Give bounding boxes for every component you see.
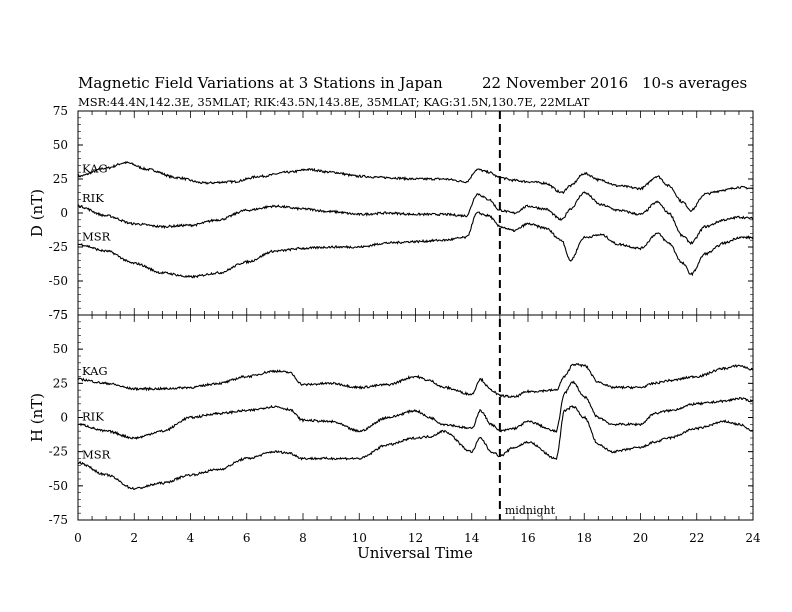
y-tick-label: 75	[53, 104, 68, 118]
series-label-kag: KAG	[82, 161, 108, 175]
series-line-kag	[77, 362, 754, 398]
y-tick-label: -75	[49, 308, 68, 322]
x-tick-label: 10	[352, 531, 367, 545]
x-axis-ticks: 0 2 4 6 8 10 12 14 16 18 20 22 24	[74, 531, 761, 545]
y-tick-label: 50	[53, 138, 68, 152]
series-label-kag: KAG	[82, 364, 108, 378]
series-line-rik	[77, 380, 754, 440]
y-tick-label: 0	[60, 206, 68, 220]
x-tick-label: 20	[633, 531, 648, 545]
y-tick-label: -50	[49, 274, 68, 288]
x-tick-label: 2	[130, 531, 138, 545]
series-label-msr: MSR	[82, 229, 111, 243]
y-axis-label: H (nT)	[28, 393, 46, 442]
x-tick-label: 18	[577, 531, 592, 545]
y-tick-label: -75	[49, 513, 68, 527]
y-tick-label: 75	[53, 308, 68, 322]
chart-averaging: 10-s averages	[642, 74, 747, 92]
y-tick-label: 50	[53, 342, 68, 356]
x-tick-label: 6	[243, 531, 251, 545]
chart-title: Magnetic Field Variations at 3 Stations …	[78, 74, 443, 92]
y-tick-label: -50	[49, 479, 68, 493]
series-label-rik: RIK	[82, 409, 104, 423]
y-tick-label: 25	[53, 172, 68, 186]
x-tick-label: 22	[689, 531, 704, 545]
x-tick-label: 16	[520, 531, 535, 545]
series-line-msr	[77, 211, 754, 279]
y-axis-label: D (nT)	[28, 189, 46, 237]
series-line-msr	[78, 405, 754, 490]
panel-frame	[77, 314, 754, 521]
x-tick-label: 24	[745, 531, 761, 545]
midnight-label: midnight	[505, 504, 556, 517]
y-tick-label: -25	[49, 240, 68, 254]
stations-info: MSR:44.4N,142.3E, 35MLAT; RIK:43.5N,143.…	[78, 95, 590, 109]
series-line-kag	[77, 160, 754, 212]
x-tick-label: 4	[187, 531, 195, 545]
h-component-panel: 75 50 25 0 -25 -50 -75 H (nT) KAG RIK MSR	[28, 308, 754, 527]
x-tick-label: 14	[464, 531, 480, 545]
x-tick-label: 0	[74, 531, 82, 545]
y-tick-label: -25	[49, 445, 68, 459]
d-component-panel: 75 50 25 0 -25 -50 -75 D (nT) KAG RIK MSR	[28, 104, 754, 322]
series-label-rik: RIK	[82, 191, 104, 205]
x-tick-label: 12	[408, 531, 423, 545]
panel-frame	[77, 110, 754, 316]
x-tick-label: 8	[299, 531, 307, 545]
chart-date: 22 November 2016	[482, 74, 628, 92]
series-label-msr: MSR	[82, 448, 111, 462]
y-tick-label: 0	[60, 411, 68, 425]
y-tick-label: 25	[53, 376, 68, 390]
series-line-rik	[77, 191, 754, 246]
x-axis-label: Universal Time	[357, 544, 473, 562]
